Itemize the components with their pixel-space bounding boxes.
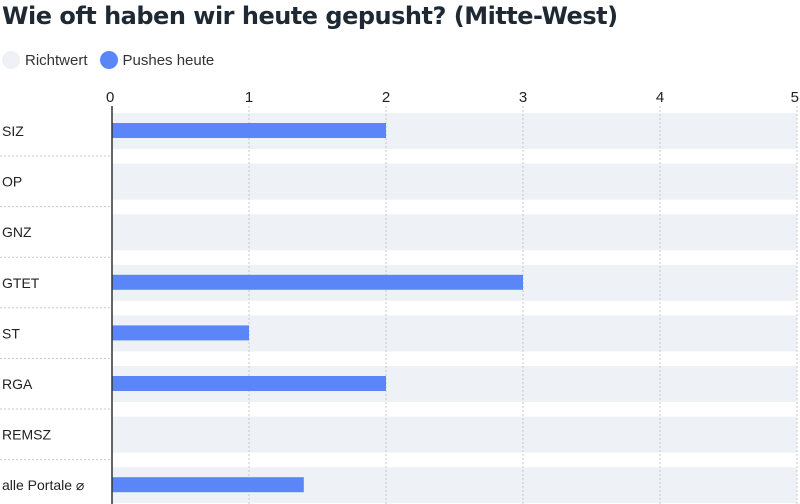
bar-chart: 0 1 2 3 4 5 SIZ OP GNZ GTET ST RGA REMSZ alle Portale… [0, 84, 800, 504]
reference-bar [112, 164, 797, 200]
category-label: OP [2, 174, 22, 190]
x-tick-label: 3 [519, 89, 527, 106]
category-label: ST [2, 325, 20, 341]
category-label: alle Portale ⌀ [2, 477, 84, 493]
legend-swatch-richtwert [2, 51, 20, 69]
legend-item-pushes: Pushes heute [100, 51, 215, 69]
legend-label-richtwert: Richtwert [25, 52, 88, 69]
reference-bar [112, 417, 797, 453]
category-label: RGA [2, 376, 33, 392]
reference-bar [112, 214, 797, 250]
x-tick-label: 4 [656, 89, 664, 106]
category-label: REMSZ [2, 427, 51, 443]
data-bar [112, 275, 523, 290]
data-bar [112, 477, 304, 492]
category-label: GTET [2, 275, 40, 291]
x-tick-label: 0 [106, 89, 114, 106]
chart-title: Wie oft haben wir heute gepusht? (Mitte-… [2, 2, 618, 30]
data-bar [112, 325, 249, 340]
category-label: GNZ [2, 224, 32, 240]
legend: Richtwert Pushes heute [2, 51, 226, 69]
legend-label-pushes: Pushes heute [123, 52, 215, 69]
x-tick-label: 1 [245, 89, 253, 106]
x-tick-label: 2 [382, 89, 390, 106]
data-bar [112, 376, 386, 391]
legend-swatch-pushes [100, 51, 118, 69]
category-label: SIZ [2, 123, 24, 139]
data-bar [112, 123, 386, 138]
x-tick-label: 5 [791, 89, 799, 106]
legend-item-richtwert: Richtwert [2, 51, 88, 69]
